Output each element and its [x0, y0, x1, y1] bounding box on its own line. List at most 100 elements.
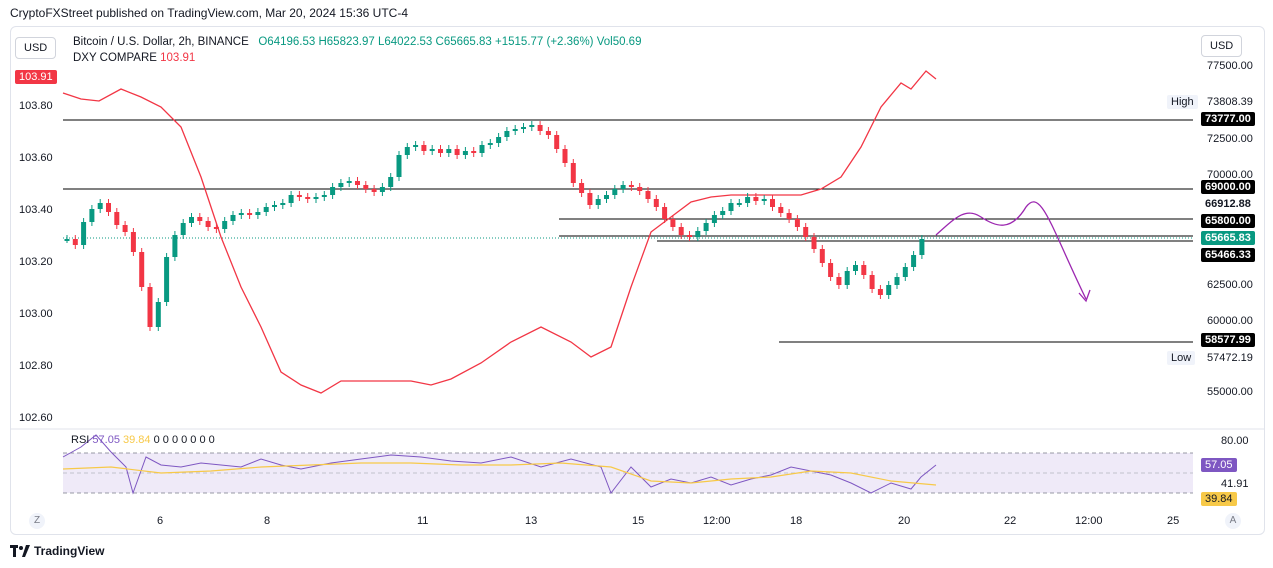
candle-body	[853, 265, 858, 271]
rsi-legend[interactable]: RSI 57.05 39.84 0 0 0 0 0 0 0	[71, 434, 215, 446]
candle-body	[587, 193, 593, 205]
left-axis-label: 103.80	[19, 100, 53, 112]
candle-body	[288, 195, 294, 203]
candle-body	[662, 207, 668, 219]
left-axis-label: 103.60	[19, 152, 53, 164]
x-axis-label: 22	[1004, 515, 1017, 527]
candle-body	[886, 285, 892, 295]
footer: TradingView	[10, 544, 104, 558]
candle-body	[404, 147, 410, 155]
level-tag-58577: 58577.99	[1201, 333, 1255, 347]
x-axis-label: 11	[417, 515, 429, 527]
candle-body	[844, 271, 850, 285]
chart-frame[interactable]: USD USD Bitcoin / U.S. Dollar, 2h, BINAN…	[10, 26, 1265, 535]
rsi-params: 0 0 0 0 0 0 0	[153, 434, 215, 446]
x-axis-label: 8	[264, 515, 271, 527]
candle-body	[894, 277, 900, 285]
right-axis-label: 77500.00	[1207, 60, 1253, 72]
candle-body	[371, 189, 377, 192]
rsi-value: 57.05	[92, 434, 120, 446]
candle-body	[413, 145, 419, 147]
candle-body	[479, 145, 485, 153]
candle-body	[197, 217, 203, 221]
candle-body	[122, 225, 128, 232]
candle-body	[205, 221, 211, 227]
tradingview-logo-icon	[10, 545, 30, 557]
candle-body	[222, 221, 228, 229]
rsi-axis-label: 80.00	[1221, 435, 1249, 447]
candle-body	[429, 149, 435, 151]
chart-canvas[interactable]	[11, 27, 1264, 534]
timezone-button[interactable]: Z	[29, 513, 45, 529]
candle-body	[604, 195, 609, 199]
candle-body	[836, 277, 842, 285]
candle-body	[388, 177, 394, 187]
current-price-tag: 65665.83	[1201, 231, 1255, 245]
auto-scale-button[interactable]: A	[1225, 513, 1241, 529]
candle-body	[653, 199, 659, 207]
candle-body	[64, 239, 70, 241]
candle-body	[728, 203, 734, 211]
x-axis-label: 13	[525, 515, 538, 527]
right-axis-label: 72500.00	[1207, 133, 1253, 145]
rsi-value-tag: 57.05	[1201, 458, 1237, 472]
right-currency-button[interactable]: USD	[1201, 35, 1243, 57]
level-tag-69000: 69000.00	[1201, 180, 1255, 194]
symbol-legend[interactable]: Bitcoin / U.S. Dollar, 2h, BINANCE O6419…	[73, 36, 641, 48]
candle-body	[720, 211, 726, 215]
candle-body	[595, 199, 601, 205]
candle-body	[164, 257, 170, 302]
candle-body	[446, 149, 452, 153]
candle-body	[645, 191, 651, 199]
candle-body	[496, 137, 502, 143]
projection-path	[935, 201, 1087, 300]
candle-body	[529, 125, 535, 127]
candle-body	[703, 223, 709, 231]
x-axis-label: 12:00	[703, 515, 731, 527]
candle-body	[911, 255, 917, 267]
candle-body	[670, 219, 676, 227]
high-value: 73808.39	[1207, 96, 1253, 108]
candle-body	[628, 185, 634, 187]
candle-body	[89, 209, 95, 222]
candle-body	[570, 163, 576, 183]
right-axis-label: 62500.00	[1207, 279, 1253, 291]
candle-body	[711, 215, 717, 223]
x-axis-label: 15	[632, 515, 645, 527]
candle-body	[579, 183, 585, 193]
dxy-legend[interactable]: DXY COMPARE 103.91	[73, 52, 195, 64]
candle-body	[504, 131, 510, 137]
level-tag-66912: 66912.88	[1201, 197, 1255, 211]
dxy-value: 103.91	[160, 52, 196, 64]
candle-body	[537, 125, 543, 131]
x-axis-label: 25	[1167, 515, 1180, 527]
candle-body	[296, 195, 302, 197]
candle-body	[72, 239, 78, 245]
candle-body	[612, 189, 618, 195]
candle-body	[794, 219, 800, 227]
candle-body	[620, 185, 626, 189]
candle-body	[130, 232, 136, 252]
candle-body	[753, 197, 759, 201]
candle-body	[238, 213, 244, 215]
candle-body	[471, 151, 477, 153]
level-tag-65800: 65800.00	[1201, 214, 1255, 228]
left-currency-button[interactable]: USD	[15, 37, 57, 59]
level-tag-65466: 65466.33	[1201, 248, 1255, 262]
legend-change: +1515.77 (+2.36%)	[495, 36, 594, 48]
candle-body	[172, 235, 178, 257]
candle-body	[745, 197, 751, 203]
candle-body	[803, 227, 809, 237]
candle-body	[562, 149, 568, 163]
left-axis-label: 102.60	[19, 412, 53, 424]
candle-body	[678, 227, 684, 235]
legend-volume: Vol50.69	[596, 36, 642, 48]
candle-body	[189, 217, 194, 223]
candle-body	[786, 213, 792, 219]
publisher-header: CryptoFXStreet published on TradingView.…	[10, 6, 408, 20]
candle-body	[828, 263, 834, 277]
candle-body	[139, 252, 145, 287]
symbol-name: Bitcoin / U.S. Dollar, 2h, BINANCE	[73, 36, 249, 48]
x-axis-label: 6	[157, 515, 164, 527]
legend-close: C65665.83	[435, 36, 492, 48]
